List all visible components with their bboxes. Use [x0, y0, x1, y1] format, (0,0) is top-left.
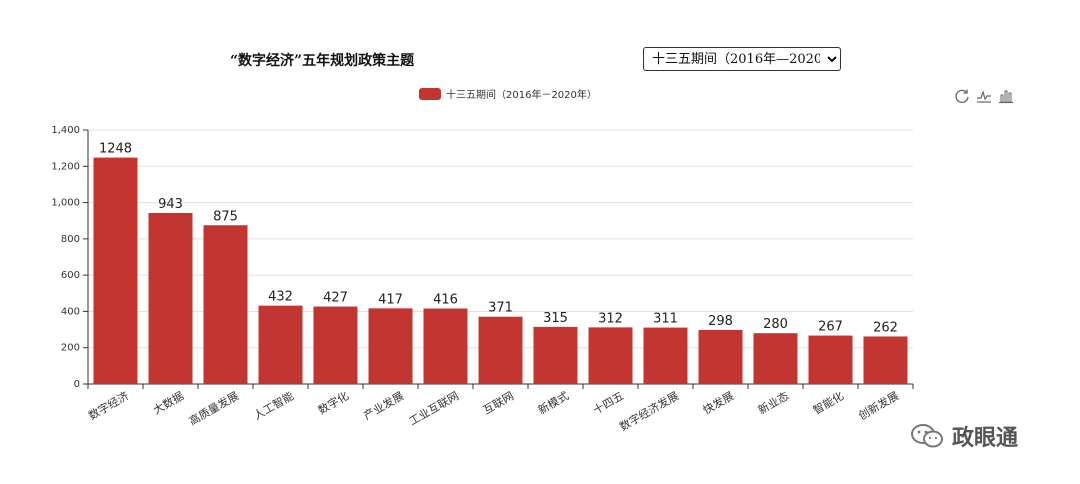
wechat-icon	[911, 424, 943, 448]
bar	[588, 327, 633, 384]
bar-chart-icon[interactable]	[998, 88, 1014, 104]
bar	[258, 305, 303, 384]
bar	[863, 336, 908, 384]
bar	[203, 225, 248, 384]
bar	[753, 333, 798, 384]
legend[interactable]: 十三五期间（2016年－2020年）	[419, 86, 597, 101]
x-tick-label: 高质量发展	[186, 388, 241, 428]
x-tick-label: 人工智能	[251, 388, 296, 422]
bar	[148, 212, 193, 384]
data-label: 371	[488, 301, 513, 316]
data-label: 432	[268, 290, 293, 305]
restore-icon[interactable]	[954, 88, 970, 104]
y-tick-label: 600	[61, 270, 80, 281]
x-tick-label: 产业发展	[361, 388, 406, 422]
data-label: 875	[213, 209, 238, 224]
y-tick-label: 0	[74, 379, 80, 390]
bar	[808, 335, 853, 384]
x-tick-label: 数字化	[315, 388, 351, 417]
x-tick-label: 工业互联网	[407, 389, 461, 428]
data-label: 298	[708, 314, 733, 329]
x-tick-label: 十四五	[590, 388, 626, 417]
data-label: 312	[598, 311, 623, 326]
x-tick-label: 大数据	[150, 388, 186, 417]
x-tick-label: 互联网	[481, 389, 516, 417]
data-label: 427	[323, 291, 348, 306]
y-tick-label: 800	[61, 234, 80, 245]
watermark-text: 政眼通	[952, 426, 1019, 451]
x-tick-label: 数字经济	[86, 388, 131, 422]
y-tick-label: 1,400	[51, 125, 80, 136]
x-tick-label: 智能化	[810, 388, 846, 417]
bar	[698, 329, 743, 384]
bar	[423, 308, 468, 384]
y-tick-label: 1,000	[51, 198, 80, 209]
bar	[533, 326, 578, 384]
watermark: 政眼通	[910, 420, 1018, 452]
data-label: 417	[378, 292, 403, 307]
toolbox	[954, 88, 1014, 104]
x-tick-label: 创新发展	[856, 388, 901, 422]
data-label: 1248	[99, 142, 132, 157]
data-label: 262	[873, 320, 898, 335]
data-label: 267	[818, 320, 843, 335]
data-label: 311	[653, 312, 678, 327]
x-tick-label: 快发展	[700, 388, 736, 417]
bar	[478, 316, 523, 384]
data-label: 315	[543, 311, 568, 326]
data-label: 280	[763, 317, 788, 332]
y-tick-label: 400	[61, 306, 80, 317]
x-tick-label: 数字经济发展	[617, 388, 681, 433]
x-tick-label: 新模式	[535, 388, 571, 417]
bar	[368, 308, 413, 384]
chart-title: “数字经济”五年规划政策主题	[230, 53, 415, 69]
bar	[643, 327, 688, 384]
y-tick-label: 1,200	[51, 161, 80, 172]
line-chart-icon[interactable]	[976, 88, 992, 104]
data-label: 416	[433, 293, 458, 308]
y-tick-label: 200	[61, 343, 80, 354]
data-label: 943	[158, 197, 183, 212]
bar	[313, 306, 358, 384]
legend-swatch	[419, 87, 441, 100]
x-tick-label: 新业态	[755, 388, 791, 417]
bar	[93, 157, 138, 384]
period-select[interactable]: 十三五期间（2016年—2020年）	[643, 47, 841, 71]
legend-label: 十三五期间（2016年－2020年）	[446, 90, 597, 101]
